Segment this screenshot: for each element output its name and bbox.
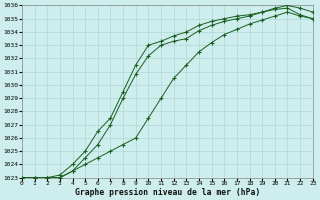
X-axis label: Graphe pression niveau de la mer (hPa): Graphe pression niveau de la mer (hPa) xyxy=(75,188,260,197)
